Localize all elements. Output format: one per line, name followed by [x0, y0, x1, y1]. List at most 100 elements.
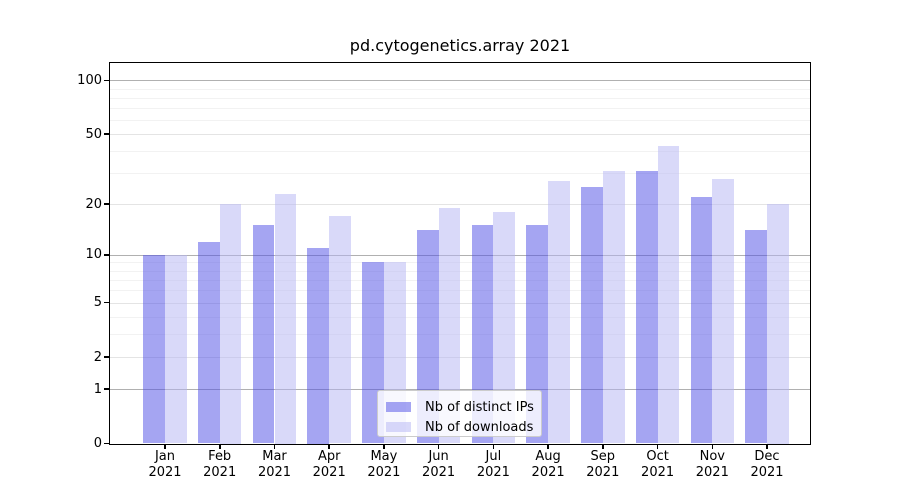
x-tick-label-month: Apr — [317, 449, 341, 464]
legend-swatch-downloads — [386, 421, 411, 433]
x-tick-mark-aug — [547, 444, 549, 449]
x-tick-label-sep: Sep 2021 — [571, 449, 635, 480]
y-tick-label-10: 10 — [85, 247, 102, 263]
x-tick-label-month: Dec — [754, 449, 780, 464]
x-tick-label-month: Jan — [154, 449, 176, 464]
y-tick-mark-20 — [104, 203, 110, 205]
bar-downloads-dec — [767, 204, 789, 444]
x-tick-label-year: 2021 — [203, 464, 237, 480]
bar-downloads-aug — [548, 181, 570, 444]
bar-distinct-ips-sep — [581, 187, 603, 444]
legend-swatch-distinct-ips — [386, 401, 411, 413]
gridline-70 — [110, 108, 810, 110]
x-tick-label-month: May — [370, 449, 398, 464]
x-tick-mark-sep — [602, 444, 604, 449]
gridline-50 — [110, 134, 810, 136]
x-tick-label-month: Oct — [646, 449, 669, 464]
y-tick-label-0: 0 — [93, 436, 102, 451]
y-tick-label-2: 2 — [93, 349, 102, 365]
y-tick-mark-0 — [104, 442, 110, 445]
x-tick-label-year: 2021 — [367, 464, 401, 480]
x-tick-label-year: 2021 — [257, 464, 292, 480]
x-tick-label-year: 2021 — [531, 464, 565, 480]
chart-title: pd.cytogenetics.array 2021 — [349, 36, 571, 55]
x-tick-label-year: 2021 — [476, 464, 510, 480]
gridline-30 — [110, 173, 810, 175]
bar-distinct-ips-jan — [143, 254, 165, 444]
x-tick-mark-mar — [273, 444, 276, 449]
x-tick-label-feb: Feb 2021 — [188, 449, 252, 480]
x-tick-label-may: May 2021 — [352, 449, 416, 480]
bar-downloads-jul — [493, 211, 516, 444]
bar-distinct-ips-feb — [197, 241, 220, 444]
x-tick-label-oct: Oct 2021 — [626, 449, 690, 480]
gridline-40 — [110, 151, 810, 153]
bar-distinct-ips-jul — [471, 225, 494, 444]
bar-distinct-ips-dec — [745, 230, 767, 444]
bar-downloads-jan — [165, 254, 187, 444]
bar-downloads-sep — [602, 170, 625, 444]
bar-downloads-nov — [712, 178, 735, 444]
bar-downloads-jun — [438, 207, 461, 444]
x-tick-label-month: Aug — [535, 449, 561, 464]
y-tick-mark-50 — [104, 133, 110, 135]
y-tick-mark-2 — [104, 356, 110, 358]
y-tick-mark-1 — [104, 388, 110, 390]
gridline-90 — [110, 88, 810, 90]
x-tick-label-year: 2021 — [695, 464, 729, 480]
legend: Nb of distinct IPs Nb of downloads — [377, 390, 542, 437]
bar-distinct-ips-aug — [526, 225, 549, 444]
x-tick-mark-jan — [164, 444, 166, 449]
x-tick-label-month: Mar — [262, 449, 287, 464]
x-tick-label-month: Nov — [699, 449, 725, 464]
y-tick-label-20: 20 — [85, 196, 102, 212]
y-tick-label-1: 1 — [93, 381, 102, 397]
bar-downloads-feb — [219, 204, 242, 444]
x-tick-mark-jun — [437, 444, 440, 449]
y-tick-label-5: 5 — [93, 295, 102, 310]
legend-row-distinct-ips: Nb of distinct IPs — [378, 397, 541, 417]
bar-distinct-ips-mar — [252, 225, 275, 444]
gridline-80 — [110, 97, 810, 99]
x-tick-label-year: 2021 — [750, 464, 784, 480]
x-tick-label-month: Feb — [208, 449, 232, 464]
x-tick-label-month: Sep — [590, 449, 616, 464]
x-tick-label-year: 2021 — [586, 464, 620, 480]
x-tick-mark-may — [383, 444, 385, 449]
x-tick-label-year: 2021 — [312, 464, 346, 480]
x-tick-label-mar: Mar 2021 — [243, 449, 307, 480]
x-tick-label-aug: Aug 2021 — [516, 449, 580, 480]
x-tick-label-jul: Jul 2021 — [461, 449, 525, 480]
x-tick-mark-dec — [766, 444, 768, 449]
y-tick-mark-10 — [104, 254, 110, 256]
plot-inner: Nb of distinct IPs Nb of downloads — [110, 63, 810, 444]
x-tick-mark-apr — [328, 444, 330, 449]
y-tick-label-100: 100 — [77, 72, 102, 88]
x-tick-label-nov: Nov 2021 — [680, 449, 744, 480]
gridline-100 — [110, 80, 810, 82]
x-tick-label-dec: Dec 2021 — [735, 449, 799, 480]
x-tick-label-year: 2021 — [422, 464, 456, 480]
plot-area: Nb of distinct IPs Nb of downloads — [109, 62, 811, 445]
x-tick-mark-nov — [711, 444, 713, 449]
bar-distinct-ips-nov — [690, 196, 713, 444]
x-tick-label-apr: Apr 2021 — [297, 449, 361, 480]
x-tick-label-month: Jul — [485, 449, 502, 464]
x-tick-mark-oct — [656, 444, 659, 449]
bar-distinct-ips-oct — [635, 170, 658, 444]
bar-downloads-apr — [329, 216, 351, 444]
x-tick-label-jun: Jun 2021 — [407, 449, 471, 480]
bar-downloads-oct — [657, 145, 680, 444]
x-tick-label-year: 2021 — [641, 464, 675, 480]
x-tick-label-year: 2021 — [148, 464, 182, 480]
bar-distinct-ips-apr — [307, 248, 330, 444]
x-tick-mark-jul — [492, 444, 495, 449]
legend-row-downloads: Nb of downloads — [378, 417, 541, 437]
legend-label-distinct-ips: Nb of distinct IPs — [425, 399, 534, 415]
y-tick-mark-100 — [104, 79, 110, 82]
x-tick-label-month: Jun — [428, 449, 449, 464]
bar-downloads-mar — [274, 193, 297, 444]
legend-label-downloads: Nb of downloads — [425, 419, 534, 435]
y-tick-mark-5 — [104, 301, 110, 304]
